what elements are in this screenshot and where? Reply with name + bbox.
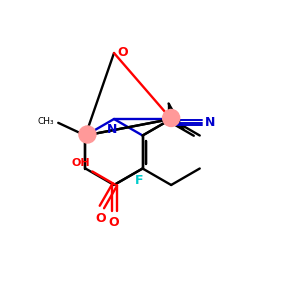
Text: OH: OH: [72, 158, 90, 169]
Text: O: O: [96, 212, 106, 225]
Text: CH₃: CH₃: [38, 117, 54, 126]
Text: O: O: [117, 46, 128, 59]
Text: N: N: [205, 116, 215, 129]
Text: F: F: [135, 173, 144, 187]
Circle shape: [79, 126, 96, 143]
Text: N: N: [107, 123, 117, 136]
Text: O: O: [109, 216, 119, 229]
Circle shape: [163, 110, 180, 127]
